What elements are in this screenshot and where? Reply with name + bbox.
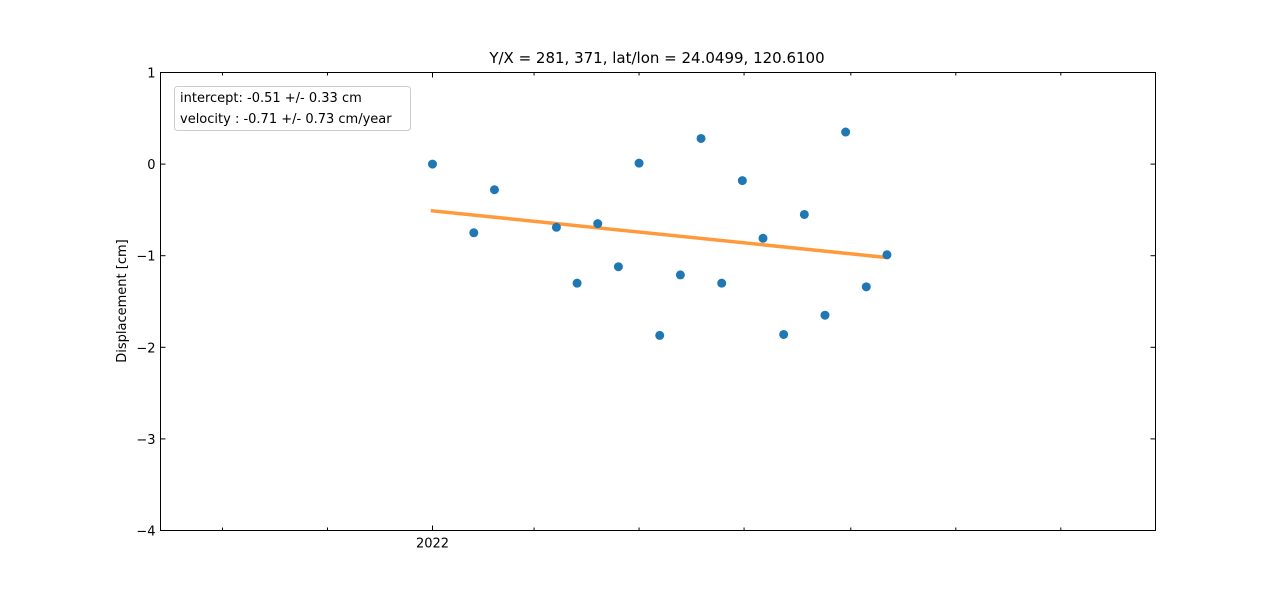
legend-velocity: velocity : -0.71 +/- 0.73 cm/year [180,112,392,127]
data-point [758,233,768,243]
data-point [717,278,727,288]
y-tick-label: −4 [136,525,155,540]
data-point [572,278,582,288]
data-point [613,262,623,272]
scatter-points [427,127,892,340]
legend-intercept: intercept: -0.51 +/- 0.33 cm [180,91,362,106]
data-point [675,270,685,280]
data-point [779,329,789,339]
y-tick-label: 1 [147,67,155,82]
data-point [861,282,871,292]
data-point [551,222,561,232]
data-point [655,330,665,340]
data-point [593,219,603,229]
x-tick-label: 2022 [416,537,449,552]
data-point [489,185,499,195]
plot-frame [160,72,1156,531]
axis-ticks: 1 0 −1 −2 −3 −4 2022 [136,67,1156,552]
data-point [882,250,892,260]
fit-line [430,208,889,260]
chart-title: Y/X = 281, 371, lat/lon = 24.0499, 120.6… [488,49,824,67]
y-axis-label: Displacement [cm] [115,239,130,362]
data-point [737,176,747,186]
data-point [469,228,479,238]
data-point [634,158,644,168]
y-tick-label: 0 [147,158,155,173]
data-point [799,209,809,219]
data-point [427,159,437,169]
data-point [696,133,706,143]
legend-box [174,86,411,131]
legend: intercept: -0.51 +/- 0.33 cm velocity : … [174,86,411,131]
y-tick-label: −1 [136,250,155,265]
fit-line-group [430,208,889,260]
data-point [841,127,851,137]
y-tick-label: −3 [136,433,155,448]
y-tick-label: −2 [136,341,155,356]
data-point [820,310,830,320]
